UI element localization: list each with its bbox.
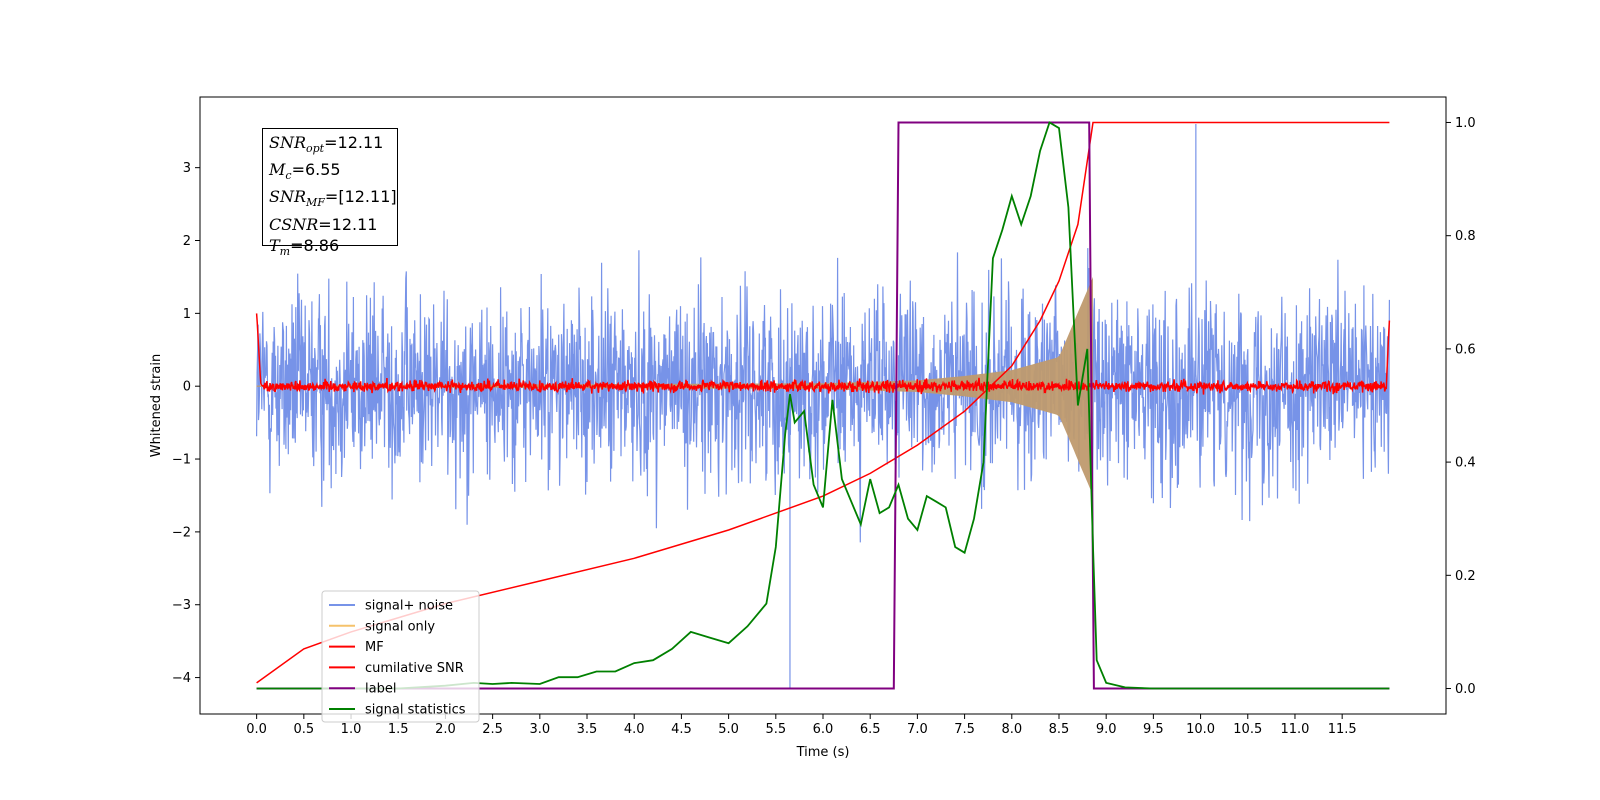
mf-series-layer (255, 313, 1391, 395)
annotation-box: SNRopt=12.11 Mc=6.55 SNRMF=[12.11] CSNR=… (262, 128, 398, 258)
x-tick-label: 5.5 (765, 722, 786, 737)
annotation-snr-mf: SNRMF=[12.11] (269, 187, 397, 210)
legend-label: signal only (365, 619, 435, 634)
legend-label: MF (365, 640, 384, 655)
legend-label: signal+ noise (365, 599, 453, 614)
y2-tick-label: 1.0 (1455, 116, 1476, 131)
x-tick-label: 7.5 (954, 722, 975, 737)
series-signal-statistics (256, 121, 1390, 690)
x-tick-label: 0.5 (293, 722, 314, 737)
y-tick-label: 2 (183, 234, 191, 249)
legend-label: cumilative SNR (365, 661, 464, 676)
y2-tick-label: 0.4 (1455, 456, 1476, 471)
y2-tick-label: 0.2 (1455, 569, 1476, 584)
x-tick-label: 5.0 (718, 722, 739, 737)
x-tick-label: 1.0 (341, 722, 362, 737)
x-tick-label: 2.0 (435, 722, 456, 737)
x-tick-label: 6.5 (860, 722, 881, 737)
x-tick-label: 8.0 (1001, 722, 1022, 737)
y-axis-left: 3 2 1 0 −1 −2 −3 −4 (172, 161, 200, 686)
annotation-chirp-mass: Mc=6.55 (269, 160, 341, 183)
y-tick-label: −1 (172, 453, 191, 468)
y2-tick-label: 0.8 (1455, 229, 1476, 244)
x-tick-label: 10.0 (1186, 722, 1215, 737)
y-axis-right: 1.0 0.8 0.6 0.4 0.2 0.0 (1446, 116, 1476, 697)
y-tick-label: −3 (172, 598, 191, 613)
x-tick-label: 9.0 (1096, 722, 1117, 737)
x-axis: 0.0 0.5 1.0 1.5 2.0 2.5 3.0 3.5 4.0 4.5 5.0 5.5 6.0 6… (246, 714, 1357, 737)
y-axis-label: Whitened strain (149, 354, 164, 457)
y-tick-label: 3 (183, 161, 191, 176)
y2-tick-label: 0.0 (1455, 682, 1476, 697)
annotation-snr-opt: SNRopt=12.11 (269, 133, 384, 156)
x-tick-label: 2.5 (482, 722, 503, 737)
legend-box (321, 590, 480, 723)
x-tick-label: 7.0 (907, 722, 928, 737)
x-tick-label: 1.5 (388, 722, 409, 737)
x-tick-label: 3.5 (577, 722, 598, 737)
legend-label: signal statistics (365, 703, 466, 718)
y-tick-label: 0 (183, 380, 191, 395)
x-tick-label: 10.5 (1233, 722, 1262, 737)
x-tick-label: 8.5 (1049, 722, 1070, 737)
x-tick-label: 11.0 (1280, 722, 1309, 737)
annotation-merger-time: Tm=8.86 (269, 235, 340, 258)
legend: signal+ noise signal only MF cumilative SNR… (321, 590, 480, 723)
x-axis-label: Time (s) (796, 745, 850, 760)
x-tick-label: 4.5 (671, 722, 692, 737)
y2-tick-label: 0.6 (1455, 342, 1476, 357)
y-tick-label: 1 (183, 307, 191, 322)
x-tick-label: 11.5 (1328, 722, 1357, 737)
x-tick-label: 9.5 (1143, 722, 1164, 737)
x-tick-label: 4.0 (624, 722, 645, 737)
y-tick-label: −2 (172, 525, 191, 540)
y-tick-label: −4 (172, 671, 191, 686)
legend-label: label (365, 682, 396, 697)
x-tick-label: 6.0 (813, 722, 834, 737)
x-tick-label: 0.0 (246, 722, 267, 737)
x-tick-label: 3.0 (529, 722, 550, 737)
annotation-csnr: CSNR=12.11 (269, 214, 378, 234)
series-mf (255, 313, 1391, 395)
